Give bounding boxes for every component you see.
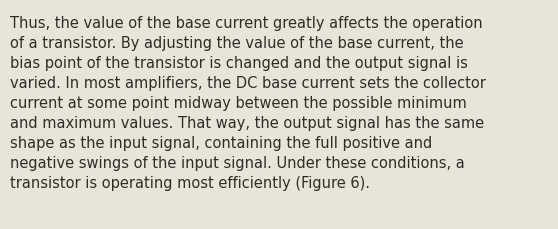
Text: Thus, the value of the base current greatly affects the operation
of a transisto: Thus, the value of the base current grea… bbox=[10, 16, 486, 191]
